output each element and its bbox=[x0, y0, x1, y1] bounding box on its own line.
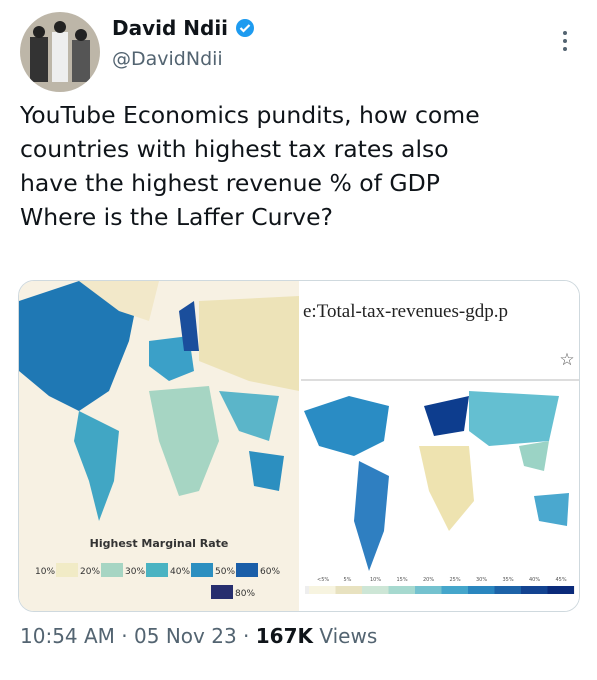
legend-label: 80% bbox=[235, 589, 255, 599]
file-title: e:Total-tax-revenues-gdp.p bbox=[303, 301, 508, 322]
legend-label: 20% bbox=[80, 567, 100, 577]
avatar[interactable] bbox=[20, 12, 100, 92]
media-svg: Highest Marginal Rate 10% 20% 30% 40% 50% 60%… bbox=[19, 281, 579, 611]
divider bbox=[301, 379, 579, 381]
legend-swatch bbox=[56, 563, 78, 577]
scale-label: 45% bbox=[556, 577, 567, 583]
legend-swatch bbox=[146, 563, 168, 577]
scale-label: 10% bbox=[370, 577, 381, 583]
scale-label: 25% bbox=[450, 577, 461, 583]
date[interactable]: 05 Nov 23 bbox=[134, 624, 237, 648]
scale-swatch bbox=[388, 586, 415, 594]
scale-swatch bbox=[335, 586, 362, 594]
scale-label: 35% bbox=[503, 577, 514, 583]
scale-swatch bbox=[362, 586, 389, 594]
scale-swatch bbox=[309, 586, 336, 594]
legend-swatch bbox=[211, 585, 233, 599]
scale-swatch bbox=[468, 586, 495, 594]
scale-swatch bbox=[521, 586, 548, 594]
scale-label: 40% bbox=[529, 577, 540, 583]
legend-swatch bbox=[101, 563, 123, 577]
legend-label: 60% bbox=[260, 567, 280, 577]
legend-label: 30% bbox=[125, 567, 145, 577]
separator: · bbox=[243, 624, 250, 648]
scale-label: <5% bbox=[317, 577, 329, 583]
author-name-text[interactable]: David Ndii bbox=[112, 16, 229, 40]
more-button[interactable] bbox=[558, 30, 572, 52]
views-label: Views bbox=[319, 624, 378, 648]
scale-swatch bbox=[494, 586, 521, 594]
views-count: 167K bbox=[255, 624, 313, 648]
tweet-line: Where is the Laffer Curve? bbox=[20, 203, 334, 231]
scale-label: 20% bbox=[423, 577, 434, 583]
legend-title: Highest Marginal Rate bbox=[90, 537, 229, 550]
author-name[interactable]: David Ndii bbox=[112, 16, 255, 40]
scale-label: 15% bbox=[397, 577, 408, 583]
tweet-line: have the highest revenue % of GDP bbox=[20, 169, 440, 197]
tweet-text: YouTube Economics pundits, how come coun… bbox=[20, 98, 480, 234]
scale-swatch bbox=[415, 586, 442, 594]
scale-label: 5% bbox=[344, 577, 352, 583]
author-handle[interactable]: @DavidNdii bbox=[112, 48, 223, 70]
scale-label: 30% bbox=[476, 577, 487, 583]
map-left bbox=[19, 281, 299, 521]
legend-label: 10% bbox=[35, 567, 55, 577]
scale-swatch bbox=[441, 586, 468, 594]
verified-badge bbox=[236, 19, 255, 37]
map-right bbox=[304, 391, 569, 571]
star-icon[interactable]: ☆ bbox=[559, 350, 574, 370]
tweet-meta: 10:54 AM · 05 Nov 23 · 167K Views bbox=[20, 624, 377, 648]
legend-label: 50% bbox=[215, 567, 235, 577]
media[interactable]: Highest Marginal Rate 10% 20% 30% 40% 50% 60%… bbox=[18, 280, 580, 612]
scale-swatch bbox=[547, 586, 574, 594]
tweet-line: YouTube Economics pundits, how come bbox=[20, 101, 480, 129]
timestamp[interactable]: 10:54 AM bbox=[20, 624, 115, 648]
legend-swatch bbox=[236, 563, 258, 577]
legend-label: 40% bbox=[170, 567, 190, 577]
separator: · bbox=[121, 624, 128, 648]
legend-swatch bbox=[191, 563, 213, 577]
tweet-line: countries with highest tax rates also bbox=[20, 135, 449, 163]
